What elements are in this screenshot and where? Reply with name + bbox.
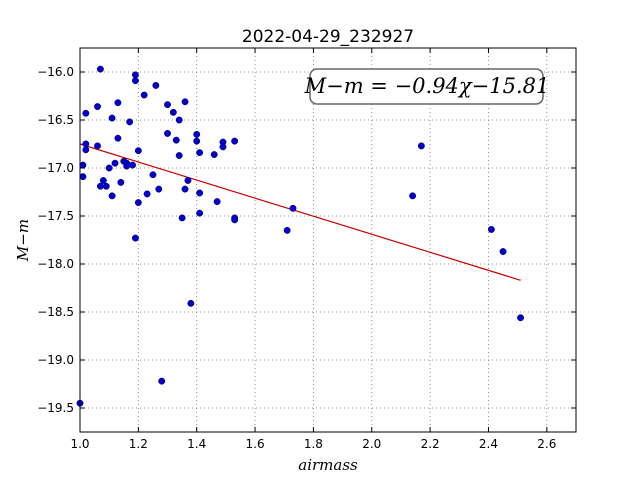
data-point xyxy=(196,149,204,157)
fit-line-group xyxy=(79,143,521,281)
data-point xyxy=(196,209,204,217)
data-point xyxy=(193,130,201,138)
plot-frame xyxy=(79,47,577,433)
x-tick-label: 2.4 xyxy=(479,437,498,451)
data-points xyxy=(76,65,525,407)
data-point xyxy=(143,190,151,198)
x-tick-label: 1.0 xyxy=(70,437,89,451)
data-point xyxy=(111,159,119,167)
data-point xyxy=(131,234,139,242)
y-tick-label: −17.0 xyxy=(37,161,74,175)
data-point xyxy=(193,137,201,145)
data-point xyxy=(79,161,87,169)
data-point xyxy=(231,216,239,224)
x-tick-label: 2.2 xyxy=(421,437,440,451)
data-point xyxy=(164,129,171,137)
data-point xyxy=(114,99,122,107)
y-tick-label: −18.5 xyxy=(37,305,74,319)
y-tick-label: −19.0 xyxy=(37,353,74,367)
data-point xyxy=(152,81,160,89)
data-point xyxy=(102,182,110,190)
annotation-text: M−m = −0.94χ−15.81 xyxy=(304,74,550,98)
data-point xyxy=(487,225,495,233)
x-tick-label: 1.4 xyxy=(187,437,206,451)
x-tick-label: 2.6 xyxy=(537,437,556,451)
data-point xyxy=(210,151,218,159)
y-tick-label: −18.0 xyxy=(37,257,74,271)
data-point xyxy=(172,136,180,144)
data-point xyxy=(181,185,189,193)
data-point xyxy=(114,134,122,142)
y-tick-label: −16.0 xyxy=(37,65,74,79)
axis-ticks xyxy=(79,48,576,432)
x-tick-label: 1.2 xyxy=(129,437,148,451)
data-point xyxy=(82,146,90,154)
data-point xyxy=(196,189,204,197)
data-point xyxy=(155,185,163,193)
x-axis-label: airmass xyxy=(298,456,358,474)
data-point xyxy=(181,98,189,106)
x-tick-label: 1.6 xyxy=(246,437,265,451)
grid-lines xyxy=(79,48,576,432)
data-point xyxy=(99,177,107,184)
data-point xyxy=(231,137,239,145)
data-point xyxy=(178,214,186,222)
data-point xyxy=(213,198,221,206)
data-point xyxy=(94,103,101,111)
data-point xyxy=(126,118,134,126)
data-point xyxy=(149,171,157,179)
data-point xyxy=(134,147,142,155)
data-point xyxy=(117,178,125,186)
data-point xyxy=(79,173,87,181)
data-point xyxy=(175,116,183,124)
data-point xyxy=(129,161,136,169)
data-point xyxy=(96,65,104,73)
x-tick-label: 1.8 xyxy=(304,437,323,451)
data-point xyxy=(94,142,101,150)
data-point xyxy=(219,143,227,151)
y-tick-labels: −16.0 −16.5 −17.0 −17.5 −18.0 −18.5 −19.0 −19.5 xyxy=(37,65,74,415)
data-point xyxy=(140,91,148,99)
y-axis-label: M−m xyxy=(14,219,32,262)
data-point xyxy=(164,101,171,109)
y-tick-label: −16.5 xyxy=(37,113,74,127)
fit-line xyxy=(79,143,521,281)
data-point xyxy=(417,142,425,150)
data-point xyxy=(105,164,113,172)
data-point xyxy=(108,114,116,122)
data-point xyxy=(131,77,139,85)
data-point xyxy=(96,182,104,190)
data-point xyxy=(187,299,195,307)
data-point xyxy=(123,162,131,170)
x-tick-labels: 1.0 1.2 1.4 1.6 1.8 2.0 2.2 2.4 2.6 xyxy=(70,437,556,451)
data-point xyxy=(82,109,90,117)
y-tick-label: −17.5 xyxy=(37,209,74,223)
equation-annotation: M−m = −0.94χ−15.81 xyxy=(304,68,550,105)
data-point xyxy=(184,177,192,184)
data-point xyxy=(108,192,116,200)
data-point xyxy=(158,377,166,385)
chart-title: 2022-04-29_232927 xyxy=(242,27,414,47)
data-point xyxy=(82,140,90,148)
y-tick-label: −19.5 xyxy=(37,401,74,415)
data-point xyxy=(499,248,507,255)
data-point xyxy=(409,192,417,200)
x-tick-label: 2.0 xyxy=(362,437,381,451)
data-point xyxy=(289,204,297,212)
annotation-box xyxy=(309,68,544,105)
data-point xyxy=(134,199,142,207)
data-point xyxy=(175,152,183,159)
data-point xyxy=(517,314,525,322)
data-point xyxy=(169,108,177,116)
data-point xyxy=(131,71,139,79)
data-point xyxy=(283,226,291,234)
